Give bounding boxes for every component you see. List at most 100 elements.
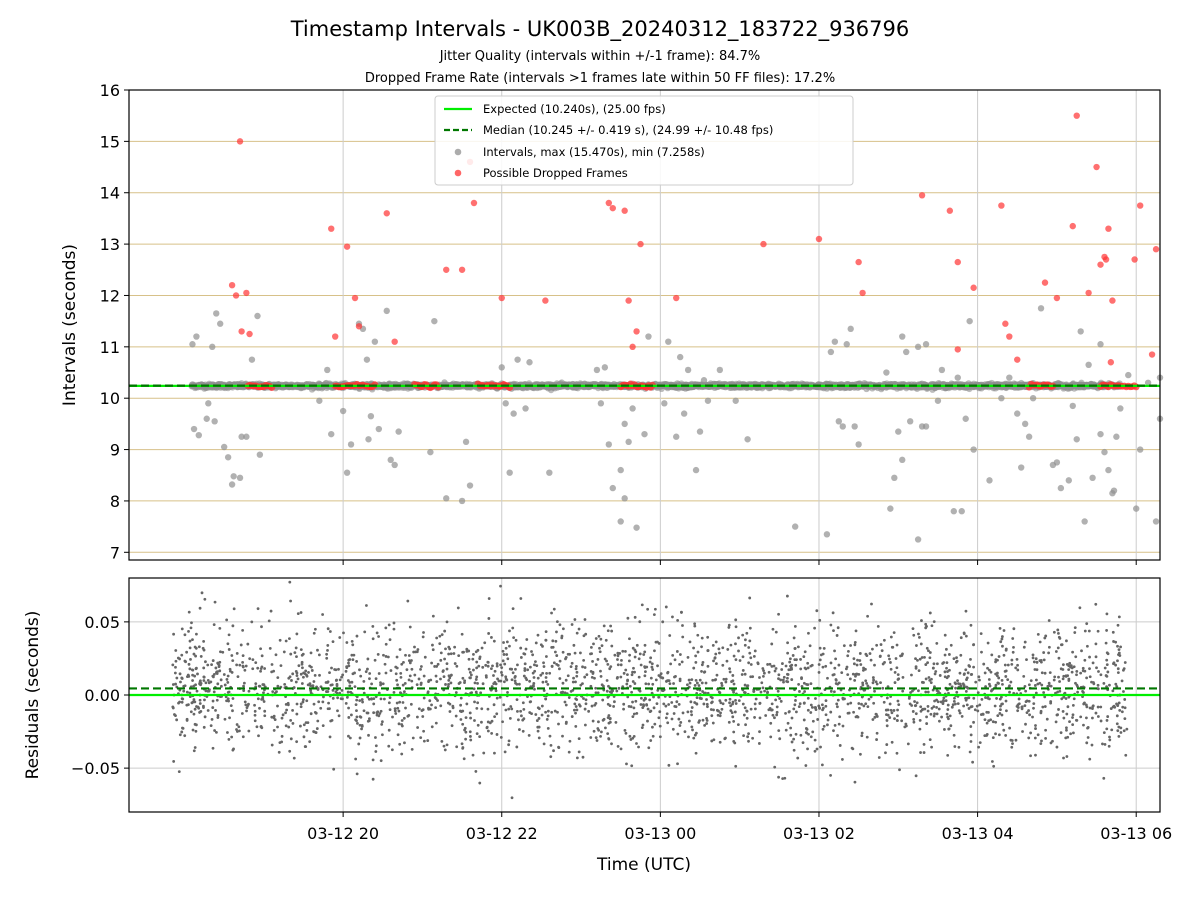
residual-point [607, 737, 611, 740]
residual-point [572, 676, 575, 680]
residual-point [1054, 650, 1058, 653]
residual-point [476, 648, 480, 652]
residual-point [885, 743, 889, 746]
residual-point [943, 670, 947, 674]
residual-point [753, 716, 756, 719]
residual-point [1071, 650, 1075, 654]
residual-point [545, 718, 549, 721]
residual-point [503, 750, 507, 754]
residual-point [315, 727, 319, 730]
residual-point [700, 681, 704, 685]
residual-point [354, 703, 358, 707]
residual-point [258, 684, 262, 688]
residual-point [664, 716, 668, 720]
residual-point [523, 669, 527, 672]
residual-point [374, 744, 378, 748]
residual-point [711, 678, 715, 682]
residual-point [621, 649, 625, 653]
residual-point [841, 696, 845, 700]
residual-point [700, 670, 703, 673]
residual-point [765, 696, 769, 700]
residual-point [396, 733, 400, 737]
residual-point [571, 688, 575, 692]
residual-point [200, 591, 204, 595]
residual-point [1105, 658, 1109, 662]
residual-point [1015, 704, 1019, 708]
interval-point [1081, 518, 1088, 525]
residual-point [997, 733, 1001, 737]
residual-point [492, 703, 496, 707]
residual-point [289, 737, 293, 741]
residual-point [711, 643, 715, 647]
residual-point [705, 702, 709, 706]
residual-point [892, 631, 896, 635]
residual-point [521, 701, 525, 705]
residual-point [517, 682, 521, 686]
residual-point [209, 724, 213, 727]
residual-point [435, 665, 439, 668]
residual-point [395, 701, 399, 705]
residual-point [727, 623, 731, 627]
dropped-frame-point [236, 138, 244, 145]
residual-point [1091, 661, 1095, 665]
residual-point [1016, 663, 1019, 667]
residual-point [999, 708, 1002, 711]
residual-point [922, 751, 926, 754]
residual-point [263, 714, 267, 718]
residual-point [604, 726, 607, 730]
residual-point [206, 663, 210, 667]
residual-point [453, 645, 457, 649]
residual-point [779, 699, 783, 703]
residual-point [528, 679, 532, 683]
residual-point [583, 666, 587, 669]
residual-point [729, 709, 733, 713]
residual-point [942, 661, 946, 664]
residual-point [241, 654, 245, 658]
residual-point [486, 729, 490, 733]
interval-point [203, 415, 210, 422]
residual-point [803, 666, 807, 670]
residual-point [958, 711, 962, 715]
residual-point [226, 674, 230, 678]
residual-point [518, 728, 521, 731]
residual-point [1000, 637, 1004, 641]
residual-point [700, 663, 704, 667]
residual-point [247, 729, 251, 733]
residual-point [1006, 663, 1010, 667]
residual-point [325, 652, 329, 656]
residual-point [964, 609, 968, 613]
residual-point [479, 691, 483, 695]
residual-point [896, 699, 900, 703]
residual-point [1020, 707, 1024, 711]
residual-point [475, 666, 479, 670]
residual-point [946, 753, 950, 757]
residual-point [190, 701, 194, 705]
residual-point [702, 702, 706, 706]
residual-point [919, 642, 923, 646]
residual-point [990, 760, 994, 763]
interval-point [391, 461, 398, 469]
residual-point [1016, 709, 1020, 713]
residual-point [288, 749, 292, 753]
residual-point [178, 672, 182, 676]
residual-point [871, 676, 875, 679]
residual-point [731, 674, 735, 677]
residual-point [610, 629, 614, 633]
residual-point [227, 699, 230, 703]
residual-point [938, 719, 941, 723]
residual-point [896, 678, 900, 681]
residual-point [556, 710, 559, 714]
residual-point [314, 711, 318, 715]
top-y-tick-label: 10 [100, 389, 120, 408]
interval-point [891, 474, 898, 482]
residual-point [507, 743, 511, 747]
residual-point [536, 633, 540, 637]
residual-point [192, 698, 196, 701]
residual-point [577, 627, 581, 631]
residual-point [901, 675, 905, 679]
residual-point [681, 711, 685, 715]
residual-point [574, 711, 577, 715]
interval-point [593, 366, 601, 374]
interval-point [835, 418, 843, 425]
residual-point [174, 682, 177, 686]
